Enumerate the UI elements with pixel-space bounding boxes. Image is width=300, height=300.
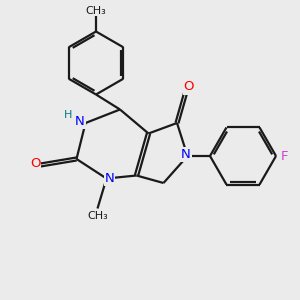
Text: CH₃: CH₃ (85, 5, 106, 16)
Text: N: N (75, 115, 85, 128)
Text: N: N (181, 148, 191, 161)
Text: N: N (105, 172, 114, 185)
Text: F: F (281, 149, 289, 163)
Text: O: O (184, 80, 194, 94)
Text: CH₃: CH₃ (87, 211, 108, 221)
Text: H: H (64, 110, 72, 120)
Text: O: O (30, 157, 40, 170)
